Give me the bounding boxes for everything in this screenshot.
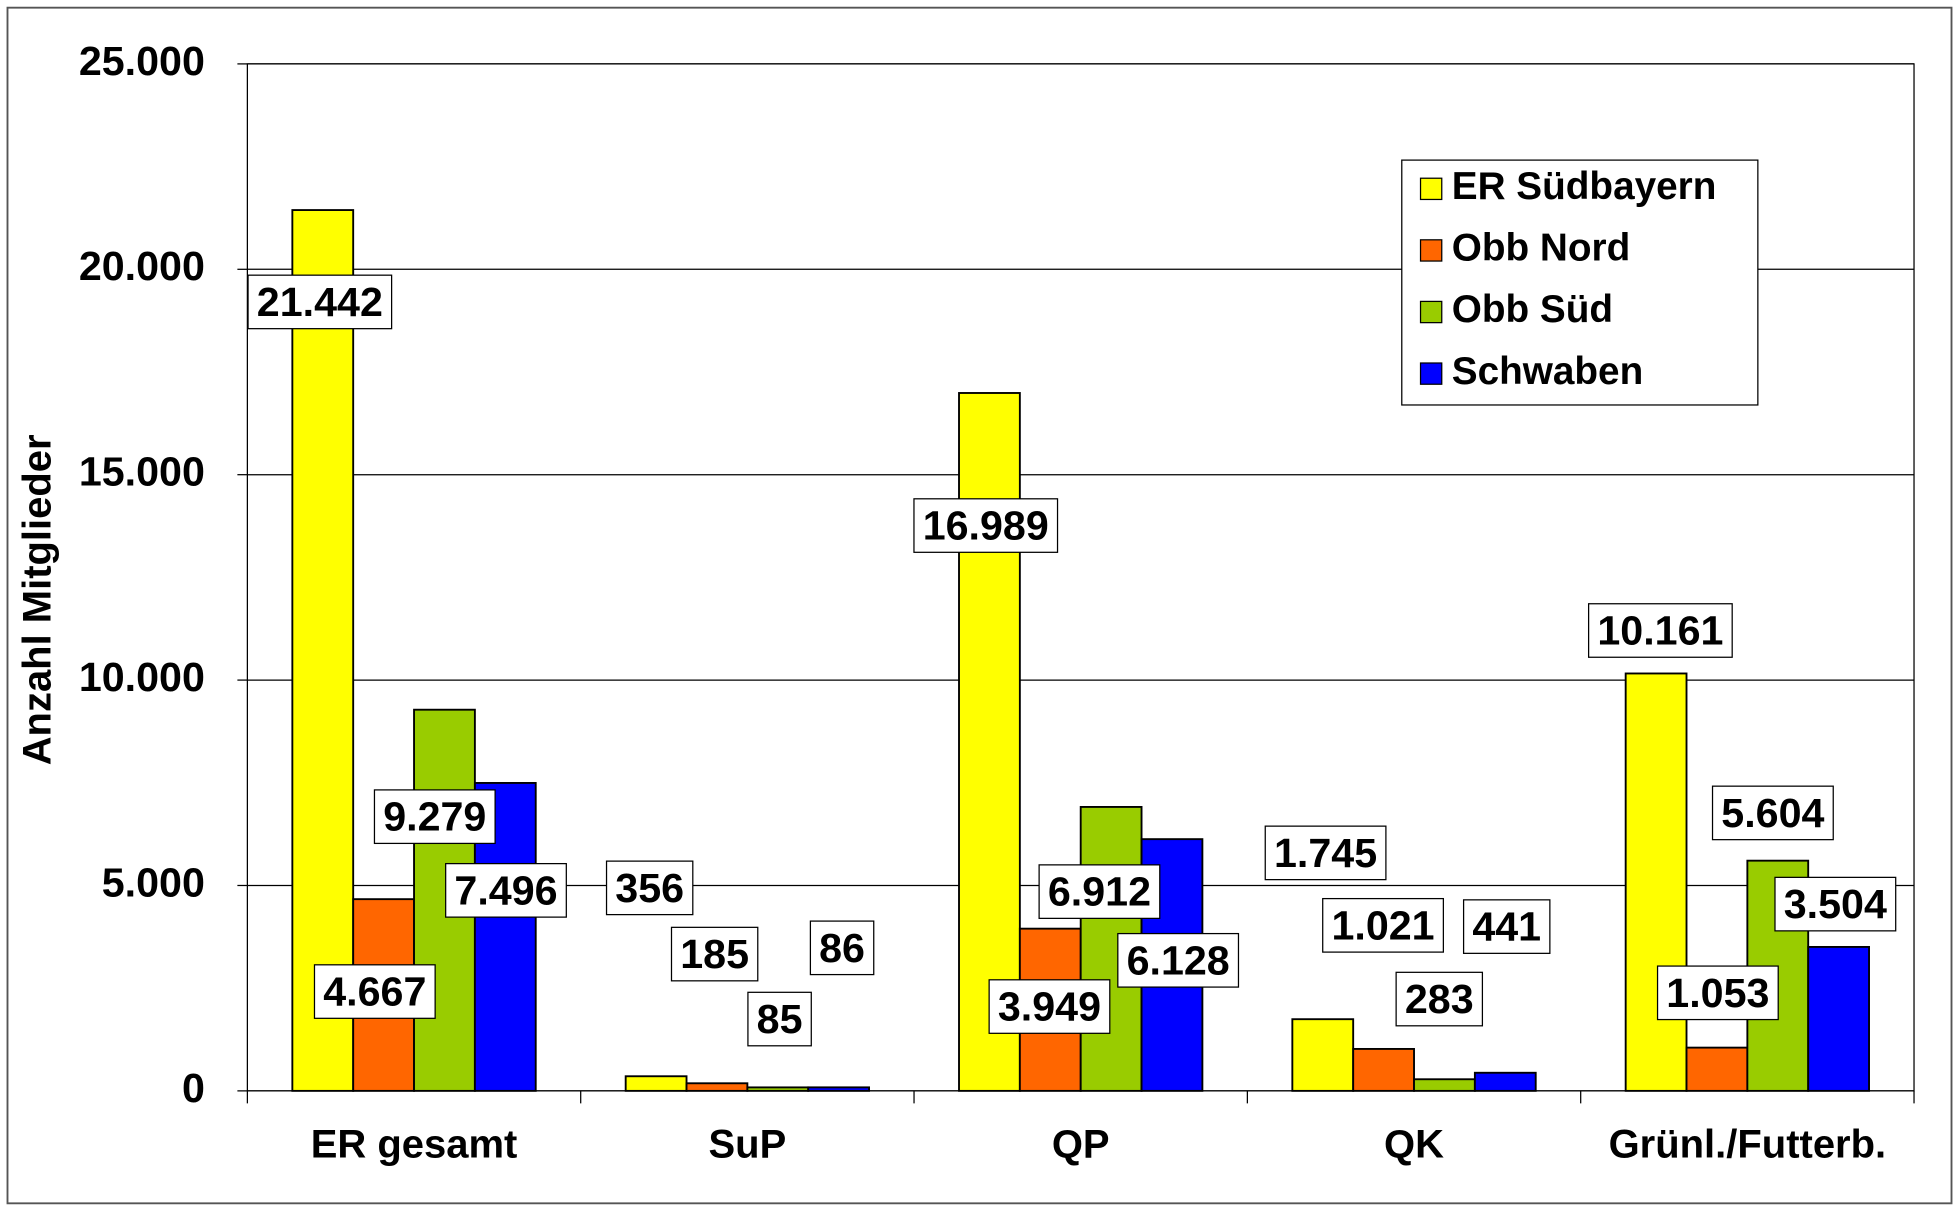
value-label: 1.053 (1666, 970, 1769, 1016)
legend-swatch (1419, 362, 1443, 385)
value-label-box (747, 991, 812, 1047)
bar (1624, 672, 1688, 1092)
bar (1685, 1046, 1749, 1092)
bar (291, 209, 355, 1092)
value-label-box (1774, 876, 1897, 932)
value-label: 1.745 (1274, 830, 1377, 876)
value-label-box (373, 789, 496, 845)
value-label-box (1395, 971, 1484, 1027)
value-label: 7.496 (454, 867, 557, 913)
value-label: 9.279 (383, 794, 486, 840)
bar (746, 1086, 810, 1092)
value-label: 10.161 (1597, 608, 1723, 654)
y-tick-label: 0 (182, 1065, 205, 1111)
value-label-box (313, 964, 436, 1019)
y-tick-label: 25.000 (79, 38, 205, 84)
value-label: 185 (680, 931, 749, 977)
value-label-box (247, 274, 393, 330)
value-label: 86 (819, 925, 865, 971)
value-label-box (1462, 899, 1551, 954)
bar (685, 1082, 749, 1092)
legend-label: Obb Süd (1452, 288, 1613, 331)
value-label: 441 (1472, 904, 1541, 950)
bar (624, 1075, 688, 1092)
value-label-box (988, 979, 1111, 1034)
value-label: 6.912 (1048, 869, 1151, 915)
value-label: 85 (757, 996, 803, 1042)
value-label: 16.989 (923, 503, 1049, 549)
value-label: 3.949 (998, 984, 1101, 1030)
x-tick-label: Grünl./Futterb. (1609, 1123, 1887, 1167)
value-label-box (1656, 965, 1779, 1021)
value-label-box (1587, 603, 1733, 658)
value-label-box (1264, 825, 1387, 881)
value-label-box (809, 920, 875, 976)
y-tick-label: 15.000 (79, 449, 205, 495)
value-label-box (670, 926, 759, 982)
y-tick-label: 5.000 (102, 859, 205, 905)
legend-box (1401, 159, 1759, 406)
bar (1473, 1071, 1537, 1092)
legend-swatch (1419, 177, 1443, 201)
bar (1291, 1018, 1355, 1092)
legend-label: Schwaben (1452, 350, 1644, 393)
x-tick-label: QP (1052, 1123, 1110, 1167)
value-label-box (1117, 932, 1240, 988)
legend-label: Obb Nord (1452, 227, 1631, 270)
value-label-box (445, 862, 567, 918)
x-tick-label: ER gesamt (311, 1123, 518, 1167)
bar (1807, 945, 1870, 1092)
value-label: 356 (615, 865, 684, 911)
value-label: 21.442 (257, 279, 383, 325)
value-label-box (605, 860, 694, 916)
value-label-box (1322, 897, 1444, 953)
x-tick-label: QK (1384, 1123, 1444, 1167)
x-tick-label: SuP (709, 1123, 787, 1167)
legend-swatch (1419, 239, 1443, 262)
value-label: 1.021 (1331, 902, 1434, 948)
value-label-box (913, 498, 1059, 553)
bar (807, 1086, 870, 1092)
value-label-box (1711, 785, 1834, 841)
value-label: 283 (1405, 976, 1474, 1022)
legend-swatch (1419, 300, 1443, 324)
bar (1352, 1047, 1415, 1092)
bar (1413, 1078, 1476, 1092)
value-label: 6.128 (1127, 937, 1230, 983)
y-axis-label: Anzahl Mitglieder (16, 434, 60, 765)
value-label: 5.604 (1721, 790, 1824, 836)
y-tick-label: 10.000 (79, 654, 205, 700)
y-tick-label: 20.000 (79, 243, 205, 289)
value-label: 4.667 (323, 969, 426, 1015)
value-label-box (1038, 864, 1161, 919)
value-label: 3.504 (1784, 881, 1887, 927)
legend-label: ER Südbayern (1452, 165, 1717, 208)
